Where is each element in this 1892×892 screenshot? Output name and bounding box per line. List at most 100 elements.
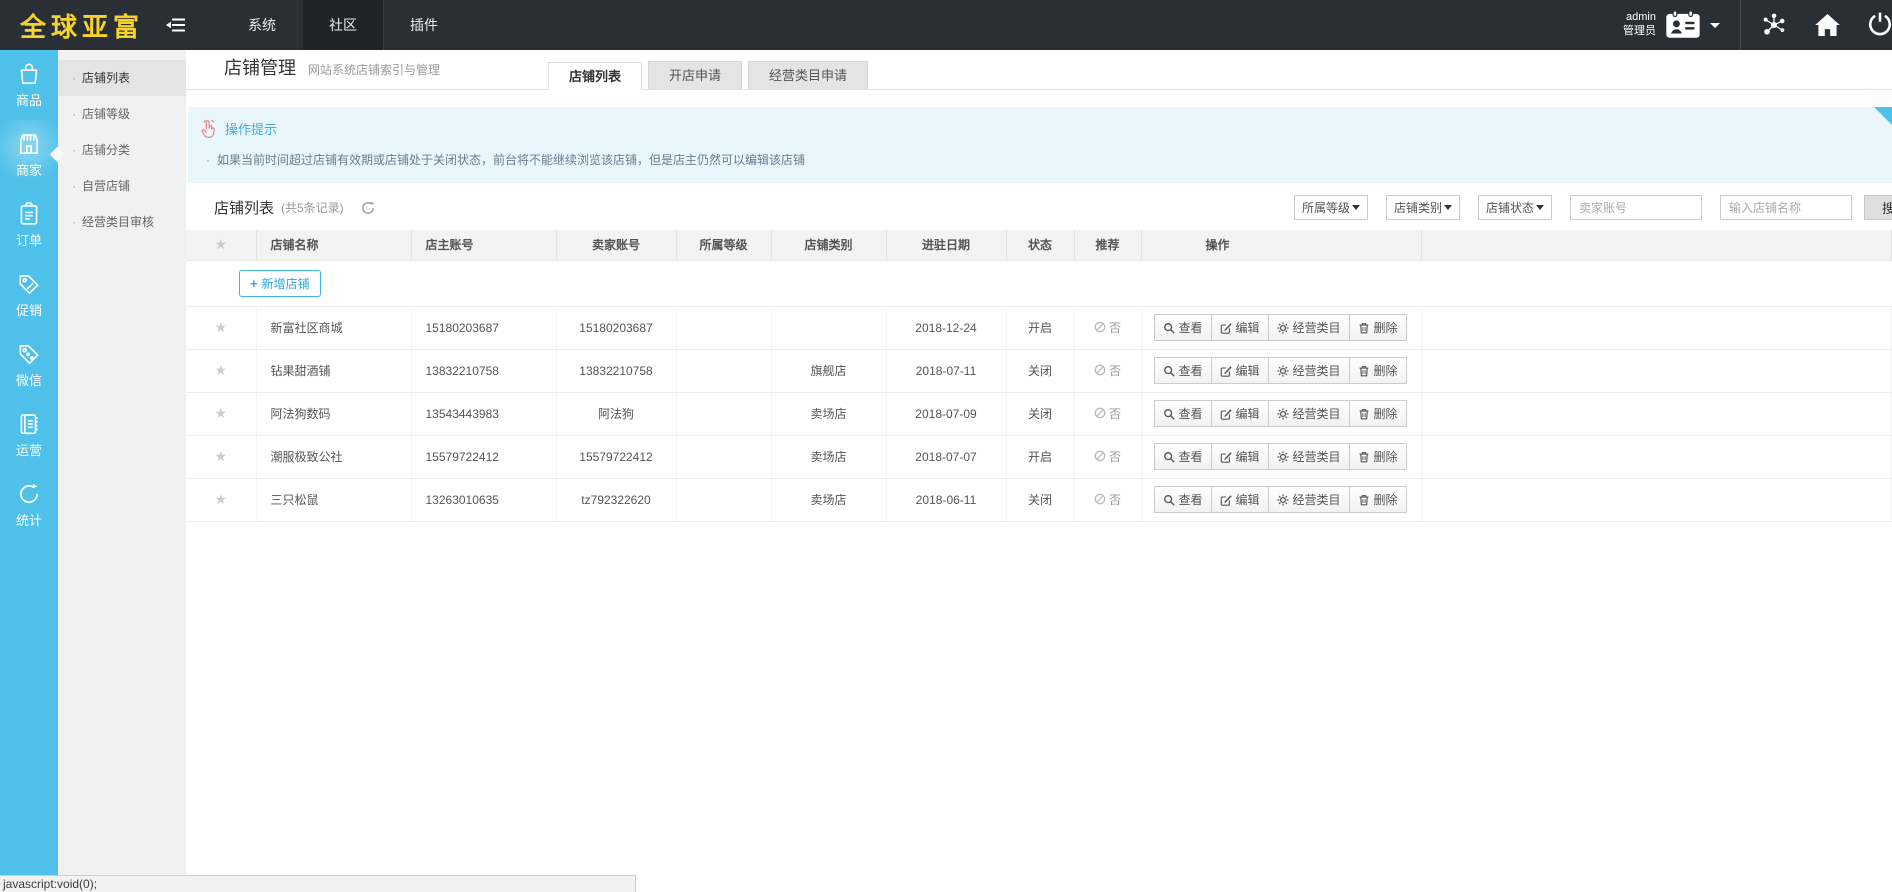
tab-open-application[interactable]: 开店申请 — [648, 61, 743, 89]
home-icon[interactable] — [1814, 12, 1841, 38]
submenu-item-shop-category[interactable]: · 店铺分类 — [58, 132, 186, 168]
app-logo[interactable]: 全球亚富 — [20, 11, 145, 42]
filler-cell — [1421, 306, 1892, 350]
delete-button[interactable]: 删除 — [1348, 314, 1407, 341]
col-owner-account: 店主账号 — [411, 230, 557, 261]
sidebar-item-goods[interactable]: 商品 — [0, 50, 58, 120]
sidebar-item-label: 统计 — [15, 513, 42, 528]
edit-button[interactable]: 编辑 — [1210, 443, 1269, 470]
view-button[interactable]: 查看 — [1153, 486, 1212, 513]
edit-button[interactable]: 编辑 — [1210, 314, 1269, 341]
bullet: · — [72, 71, 76, 85]
view-button[interactable]: 查看 — [1153, 400, 1212, 427]
join-date-cell: 2018-07-09 — [886, 392, 1007, 436]
owner-account-cell: 15180203687 — [411, 306, 557, 350]
table-header-row: ★ 店铺名称 店主账号 卖家账号 所属等级 店铺类别 进驻日期 状态 推荐 操作 — [186, 230, 1892, 261]
edit-button[interactable]: 编辑 — [1210, 400, 1269, 427]
category-cell — [771, 306, 887, 350]
gear-icon — [1276, 450, 1289, 463]
business-category-button[interactable]: 经营类目 — [1267, 443, 1350, 470]
delete-button[interactable]: 删除 — [1348, 486, 1407, 513]
sidebar-item-label: 运营 — [15, 443, 42, 458]
user-name: admin — [1626, 11, 1656, 24]
sidebar: 商品 商家 订单 促销 微信 — [0, 50, 66, 892]
business-category-label: 经营类目 — [1292, 407, 1341, 421]
col-category: 店铺类别 — [771, 230, 887, 261]
bullet: · — [72, 107, 76, 121]
merchant-icon — [20, 134, 38, 155]
filler-cell — [1421, 478, 1892, 522]
notice-box: 操作提示 · 如果当前时间超过店铺有效期或店铺处于关闭状态，前台将不能继续浏览该店… — [188, 107, 1892, 183]
not-recommended-icon — [1094, 450, 1106, 462]
join-date-cell: 2018-07-07 — [886, 435, 1007, 479]
refresh-icon[interactable] — [361, 200, 375, 215]
business-category-button[interactable]: 经营类目 — [1267, 400, 1350, 427]
trash-icon — [1359, 494, 1369, 505]
seller-account-input[interactable] — [1570, 195, 1702, 220]
submenu-label: 经营类目审核 — [82, 215, 155, 229]
delete-button[interactable]: 删除 — [1348, 443, 1407, 470]
nav-item-plugins[interactable]: 插件 — [383, 0, 464, 50]
delete-button[interactable]: 删除 — [1348, 357, 1407, 384]
power-icon[interactable] — [1867, 12, 1892, 38]
business-category-button[interactable]: 经营类目 — [1267, 486, 1350, 513]
share-nodes-icon[interactable] — [1760, 11, 1788, 39]
sidebar-item-label: 订单 — [15, 233, 42, 248]
recommend-cell: 否 — [1074, 435, 1142, 479]
collapse-menu-icon[interactable] — [166, 17, 186, 33]
nav-item-community[interactable]: 社区 — [302, 0, 384, 50]
not-recommended-icon — [1094, 493, 1106, 505]
shop-name-input[interactable] — [1720, 195, 1852, 220]
owner-account-cell: 13543443983 — [411, 392, 557, 436]
favorite-star-icon[interactable]: ★ — [214, 319, 228, 335]
nav-item-system[interactable]: 系统 — [248, 17, 277, 33]
sidebar-item-orders[interactable]: 订单 — [0, 190, 58, 260]
trash-icon — [1359, 451, 1369, 462]
view-button[interactable]: 查看 — [1153, 443, 1212, 470]
submenu-item-self-shop[interactable]: · 自营店铺 — [58, 168, 186, 204]
filter-select-grade[interactable]: 所属等级 — [1294, 195, 1368, 220]
view-button[interactable]: 查看 — [1153, 314, 1212, 341]
bullet: · — [72, 179, 76, 193]
row-actions: 查看 编辑 经营类目 — [1153, 314, 1407, 341]
tab-category-application[interactable]: 经营类目申请 — [748, 61, 869, 89]
business-category-label: 经营类目 — [1292, 450, 1341, 464]
business-category-button[interactable]: 经营类目 — [1267, 357, 1350, 384]
add-shop-button[interactable]: + 新增店铺 — [239, 269, 321, 297]
view-label: 查看 — [1178, 364, 1203, 378]
category-cell: 旗舰店 — [771, 349, 887, 393]
edit-button[interactable]: 编辑 — [1210, 486, 1269, 513]
promotion-icon — [19, 275, 39, 295]
favorite-star-icon[interactable]: ★ — [214, 405, 228, 421]
sidebar-item-promotion[interactable]: 促销 — [0, 260, 58, 330]
search-button[interactable]: 搜索 — [1864, 195, 1892, 220]
sidebar-item-label: 微信 — [15, 373, 42, 388]
favorite-star-icon[interactable]: ★ — [214, 362, 228, 378]
recommend-label: 否 — [1108, 449, 1121, 464]
magnifier-icon — [1163, 408, 1175, 420]
edit-button[interactable]: 编辑 — [1210, 357, 1269, 384]
edit-icon — [1220, 322, 1232, 334]
user-menu[interactable]: admin 管理员 — [1623, 10, 1734, 40]
submenu-item-category-audit[interactable]: · 经营类目审核 — [58, 204, 186, 240]
submenu-item-shop-list[interactable]: · 店铺列表 — [58, 60, 186, 96]
favorite-star-icon[interactable]: ★ — [214, 448, 228, 464]
shop-name-cell: 新富社区商城 — [256, 306, 412, 350]
filter-select-category[interactable]: 店铺类别 — [1386, 195, 1460, 220]
filter-select-status[interactable]: 店铺状态 — [1478, 195, 1552, 220]
sidebar-item-statistics[interactable]: 统计 — [0, 470, 58, 540]
delete-label: 删除 — [1373, 493, 1398, 507]
view-button[interactable]: 查看 — [1153, 357, 1212, 384]
sidebar-item-wechat[interactable]: 微信 — [0, 330, 58, 400]
edit-icon — [1220, 451, 1232, 463]
business-category-button[interactable]: 经营类目 — [1267, 314, 1350, 341]
favorite-star-icon[interactable]: ★ — [214, 491, 228, 507]
sidebar-item-operation[interactable]: 运营 — [0, 400, 58, 470]
tab-shop-list[interactable]: 店铺列表 — [548, 62, 643, 90]
col-status: 状态 — [1006, 230, 1075, 261]
submenu-item-shop-grade[interactable]: · 店铺等级 — [58, 96, 186, 132]
delete-button[interactable]: 删除 — [1348, 400, 1407, 427]
sidebar-item-merchant[interactable]: 商家 — [0, 120, 66, 190]
not-recommended-icon — [1094, 364, 1106, 376]
join-date-cell: 2018-12-24 — [886, 306, 1007, 350]
